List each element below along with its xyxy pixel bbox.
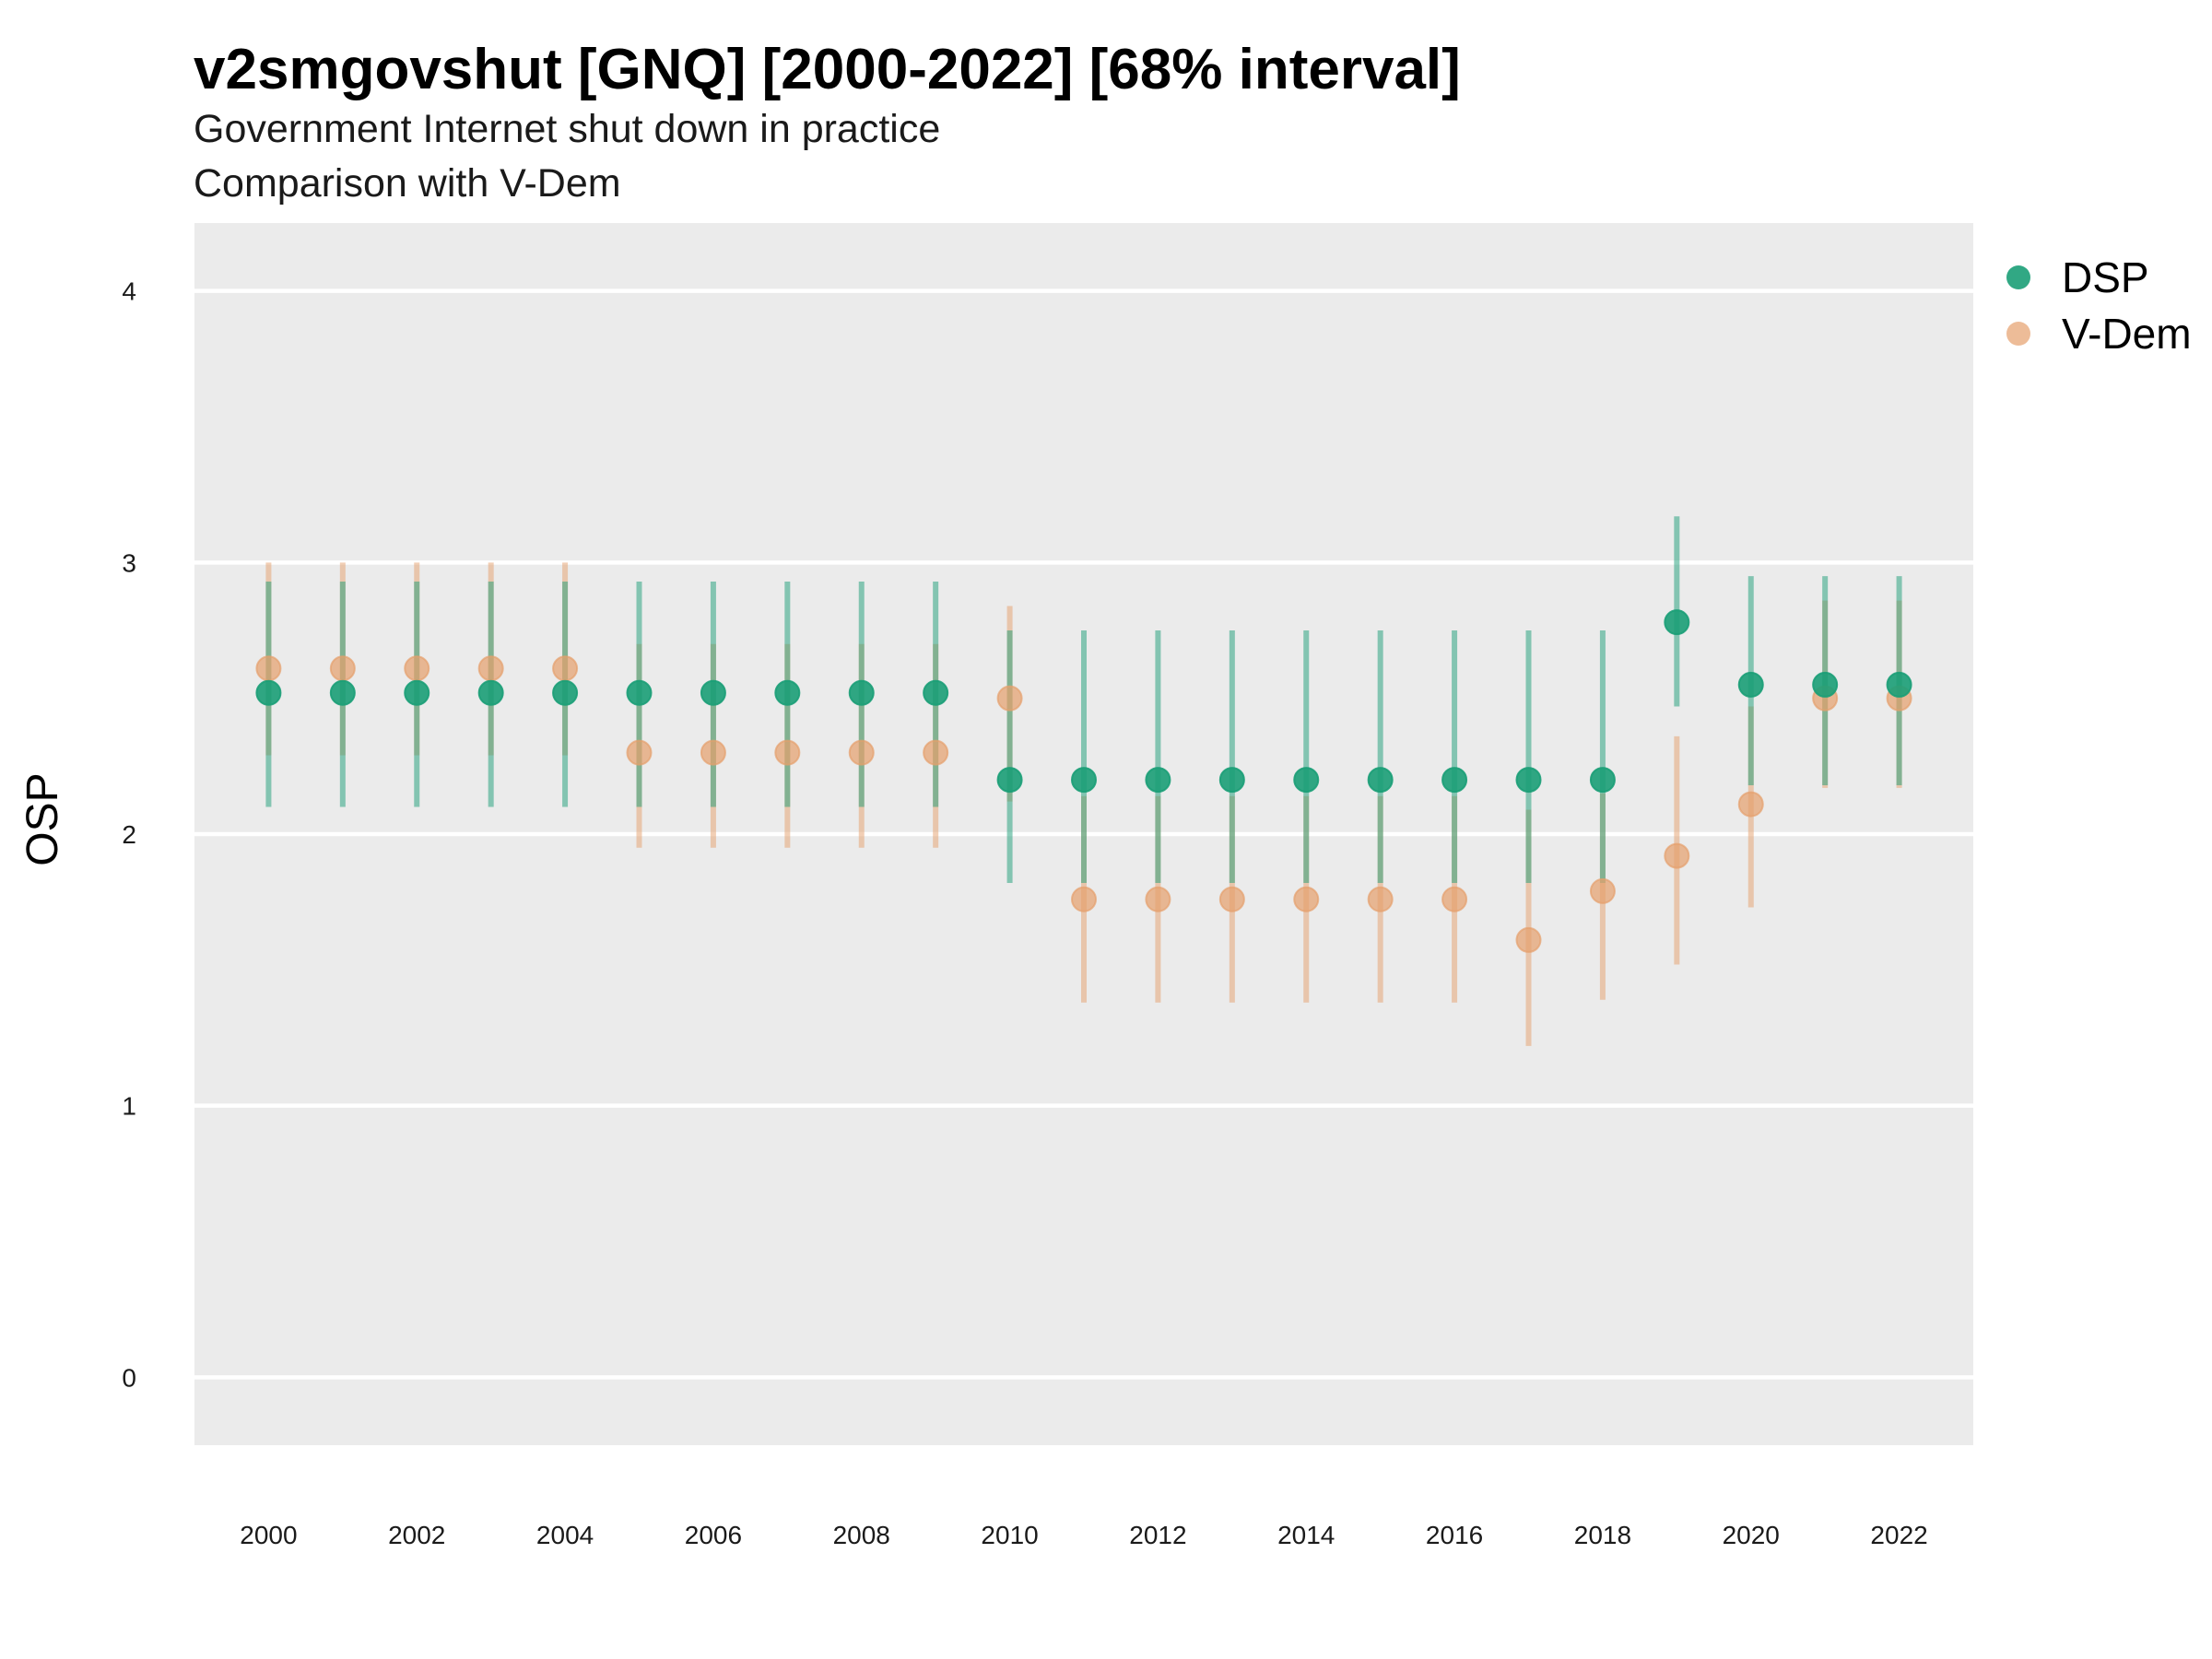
- data-point-vdem: [1293, 886, 1320, 912]
- data-point-vdem: [255, 655, 282, 682]
- x-tick-label: 2010: [981, 1521, 1038, 1549]
- data-point-dsp: [329, 679, 356, 706]
- y-tick-label: 1: [122, 1092, 136, 1121]
- data-points: [255, 609, 1912, 953]
- data-point-vdem: [552, 655, 579, 682]
- y-axis-label: OSP: [18, 772, 67, 865]
- data-point-vdem: [404, 655, 430, 682]
- data-point-dsp: [1886, 671, 1912, 698]
- data-point-vdem: [848, 739, 875, 766]
- data-point-vdem: [329, 655, 356, 682]
- data-point-vdem: [1515, 926, 1542, 953]
- data-point-dsp: [1367, 767, 1394, 794]
- x-axis-ticks: 2000 2002 2004 2006 2008 2010 2012 2014 2016 2018…: [240, 1521, 1927, 1549]
- data-point-dsp: [1293, 767, 1320, 794]
- x-tick-label: 2002: [388, 1521, 445, 1549]
- data-point-dsp: [404, 679, 430, 706]
- data-point-vdem: [626, 739, 653, 766]
- legend-label-dsp: DSP: [2062, 253, 2149, 301]
- data-point-vdem: [700, 739, 726, 766]
- data-point-dsp: [996, 767, 1023, 794]
- data-point-dsp: [774, 679, 801, 706]
- data-point-dsp: [700, 679, 726, 706]
- data-point-dsp: [552, 679, 579, 706]
- chart-subtitle-line1: Government Internet shut down in practic…: [194, 107, 940, 151]
- data-point-dsp: [1737, 671, 1764, 698]
- data-point-vdem: [1218, 886, 1245, 912]
- data-point-vdem: [923, 739, 949, 766]
- data-point-vdem: [1737, 791, 1764, 818]
- x-tick-label: 2014: [1277, 1521, 1335, 1549]
- y-axis-ticks: 0 1 2 3 4: [122, 277, 136, 1393]
- legend-marker-vdem: [2006, 322, 2030, 346]
- data-point-dsp: [1145, 767, 1171, 794]
- y-tick-label: 0: [122, 1363, 136, 1392]
- data-point-dsp: [1071, 767, 1097, 794]
- chart-subtitle-line2: Comparison with V-Dem: [194, 161, 621, 206]
- data-point-vdem: [1589, 877, 1616, 904]
- x-tick-label: 2020: [1723, 1521, 1780, 1549]
- legend-label-vdem: V-Dem: [2062, 310, 2192, 358]
- data-point-dsp: [848, 679, 875, 706]
- data-point-dsp: [477, 679, 504, 706]
- data-point-vdem: [996, 685, 1023, 712]
- legend-marker-dsp: [2006, 265, 2030, 289]
- x-tick-label: 2004: [536, 1521, 594, 1549]
- x-tick-label: 2012: [1129, 1521, 1186, 1549]
- x-tick-label: 2016: [1426, 1521, 1483, 1549]
- y-tick-label: 3: [122, 548, 136, 577]
- data-point-vdem: [774, 739, 801, 766]
- data-point-dsp: [1589, 767, 1616, 794]
- x-tick-label: 2000: [240, 1521, 297, 1549]
- chart-title: v2smgovshut [GNQ] [2000-2022] [68% inter…: [194, 38, 1461, 101]
- data-point-dsp: [1515, 767, 1542, 794]
- x-tick-label: 2006: [685, 1521, 742, 1549]
- data-point-dsp: [1441, 767, 1468, 794]
- x-tick-label: 2008: [833, 1521, 890, 1549]
- data-point-dsp: [626, 679, 653, 706]
- data-point-dsp: [923, 679, 949, 706]
- data-point-vdem: [1367, 886, 1394, 912]
- data-point-vdem: [1071, 886, 1097, 912]
- data-point-vdem: [1664, 842, 1690, 869]
- x-tick-label: 2018: [1574, 1521, 1631, 1549]
- data-point-vdem: [477, 655, 504, 682]
- data-point-dsp: [255, 679, 282, 706]
- data-point-dsp: [1218, 767, 1245, 794]
- data-point-vdem: [1145, 886, 1171, 912]
- data-point-dsp: [1812, 671, 1839, 698]
- x-tick-label: 2022: [1870, 1521, 1927, 1549]
- legend: DSP V-Dem: [2006, 253, 2192, 358]
- y-tick-label: 2: [122, 820, 136, 849]
- data-point-dsp: [1664, 609, 1690, 636]
- y-tick-label: 4: [122, 277, 136, 306]
- data-point-vdem: [1441, 886, 1468, 912]
